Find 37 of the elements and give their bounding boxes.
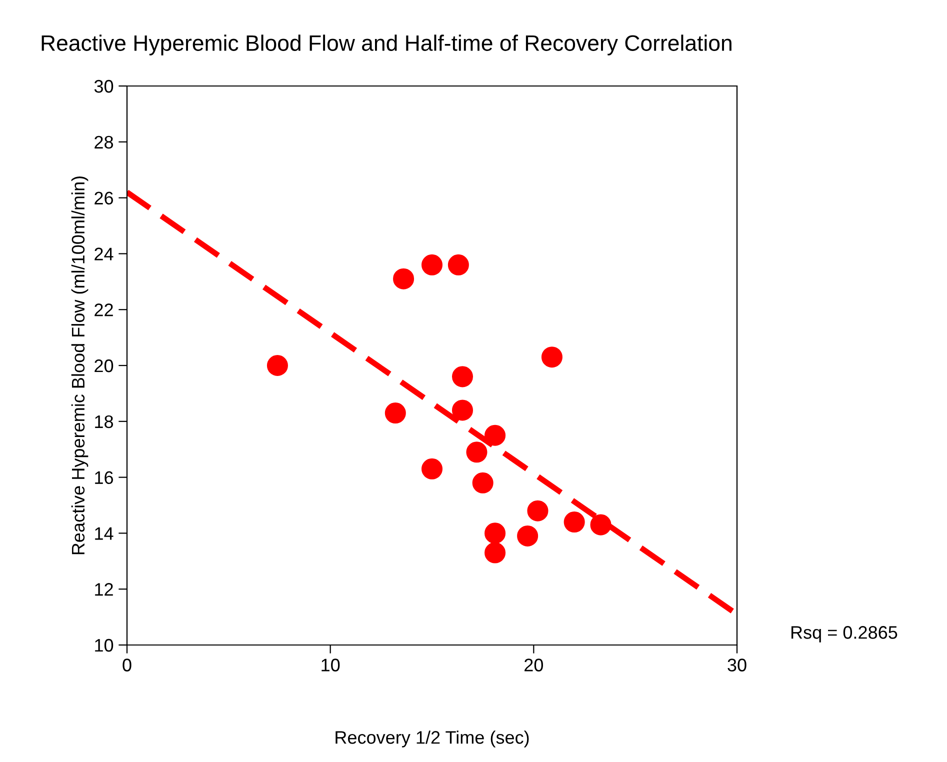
text: Rsq = 0.2865 [791,626,898,642]
x-tick-label: 10 [322,658,340,672]
y-tick-label: 14 [95,527,114,540]
x-tick-label: 30 [728,658,746,672]
point [472,472,494,494]
point [421,254,443,276]
point [527,500,548,522]
y-tick-label: 20 [94,359,114,372]
point [590,514,612,536]
point [484,424,506,446]
x-tick-label: 20 [524,658,544,672]
y-tick-label: 30 [94,80,114,93]
point [421,458,443,480]
point [517,525,538,547]
y-tick-label: 16 [95,471,114,484]
point [484,542,506,564]
y-tick-label: 28 [94,136,114,149]
y-tick-label: 10 [95,638,114,652]
point [564,512,585,533]
point [452,400,474,421]
point [541,346,562,368]
point [484,522,506,544]
point [448,254,469,276]
point [266,354,288,376]
y-tick-label: 18 [95,415,114,428]
y-tick-label: 26 [94,192,114,205]
y-tick-label: 24 [94,248,114,260]
point [452,366,474,388]
x-axis-title: Recovery 1/2 Time (sec) [336,730,529,748]
y-axis-title: Reactive Hyperemic Blood Flow (ml/100ml/min) [71,176,88,554]
x-tick-label: 0 [122,658,132,672]
y-tick-label: 22 [94,304,113,316]
point [393,268,414,290]
point [384,402,406,424]
point [466,442,488,463]
y-tick-label: 12 [95,583,113,596]
chart-title: Reactive Hyperemic Blood Flow and Half-time of Recovery Correlation [42,34,732,56]
